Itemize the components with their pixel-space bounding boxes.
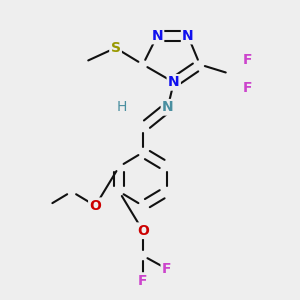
Text: N: N <box>151 29 163 43</box>
Text: O: O <box>89 199 101 213</box>
Text: O: O <box>137 224 149 238</box>
Text: S: S <box>111 41 121 55</box>
Text: F: F <box>162 262 171 276</box>
Text: F: F <box>138 274 148 288</box>
Text: N: N <box>162 100 174 114</box>
Text: N: N <box>168 75 180 89</box>
Text: H: H <box>116 100 127 114</box>
Text: F: F <box>243 53 252 67</box>
Text: N: N <box>182 29 194 43</box>
Text: F: F <box>243 81 252 95</box>
